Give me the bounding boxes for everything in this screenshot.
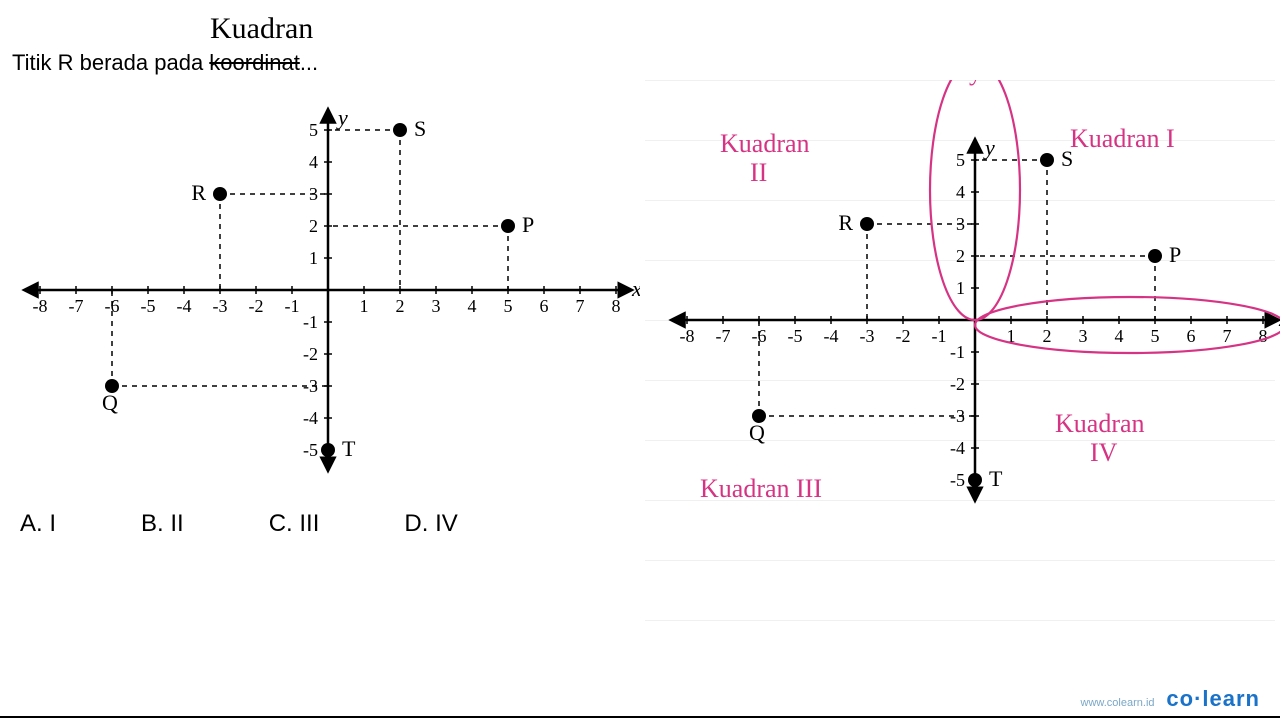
left-graph-svg: xy-8-7-6-5-4-3-2-11234567812345-1-2-3-4-… — [0, 70, 640, 510]
svg-text:1: 1 — [309, 248, 318, 268]
svg-text:6: 6 — [540, 296, 549, 316]
option-d[interactable]: D. IV — [404, 510, 457, 538]
svg-text:Q: Q — [102, 390, 118, 415]
svg-text:-5: -5 — [141, 296, 156, 316]
svg-text:8: 8 — [1259, 326, 1268, 346]
svg-text:3: 3 — [1079, 326, 1088, 346]
svg-text:-2: -2 — [896, 326, 911, 346]
svg-text:-4: -4 — [824, 326, 839, 346]
svg-text:x: x — [631, 276, 640, 301]
svg-text:-2: -2 — [249, 296, 264, 316]
option-a-value: I — [49, 510, 56, 537]
svg-text:1: 1 — [360, 296, 369, 316]
option-b[interactable]: B. II — [141, 510, 184, 538]
svg-text:4: 4 — [468, 296, 477, 316]
svg-text:-8: -8 — [33, 296, 48, 316]
svg-text:-2: -2 — [303, 344, 318, 364]
svg-text:-1: -1 — [285, 296, 300, 316]
footer: www.colearn.id co·learn — [1081, 686, 1260, 712]
answer-options: A. I B. II C. III D. IV — [20, 510, 458, 538]
option-b-value: II — [170, 510, 183, 537]
footer-url: www.colearn.id — [1081, 697, 1155, 709]
svg-text:-1: -1 — [932, 326, 947, 346]
svg-text:-4: -4 — [303, 408, 318, 428]
option-a[interactable]: A. I — [20, 510, 56, 538]
svg-text:5: 5 — [309, 120, 318, 140]
left-graph: xy-8-7-6-5-4-3-2-11234567812345-1-2-3-4-… — [0, 70, 640, 510]
svg-text:4: 4 — [1115, 326, 1124, 346]
option-d-value: IV — [435, 510, 458, 537]
svg-text:2: 2 — [396, 296, 405, 316]
correction-text: Kuadran — [210, 12, 313, 46]
svg-text:6: 6 — [1187, 326, 1196, 346]
svg-text:3: 3 — [432, 296, 441, 316]
svg-text:2: 2 — [309, 216, 318, 236]
page-container: Kuadran Titik R berada pada koordinat...… — [0, 0, 1280, 720]
svg-text:P: P — [1169, 242, 1181, 267]
svg-text:2: 2 — [956, 246, 965, 266]
svg-text:-5: -5 — [303, 440, 318, 460]
svg-text:2: 2 — [1043, 326, 1052, 346]
svg-text:4: 4 — [309, 152, 318, 172]
svg-text:-5: -5 — [950, 470, 965, 490]
svg-text:4: 4 — [956, 182, 965, 202]
annot-q1: Kuadran I — [1070, 125, 1175, 154]
svg-text:5: 5 — [1151, 326, 1160, 346]
svg-text:-2: -2 — [950, 374, 965, 394]
svg-text:y: y — [969, 80, 982, 86]
bottom-border — [0, 716, 1280, 718]
annot-q4-l2: IV — [1090, 438, 1117, 467]
right-panel: xy-8-7-6-5-4-3-2-11234567812345-1-2-3-4-… — [640, 80, 1280, 680]
option-c-value: III — [299, 510, 319, 537]
svg-text:S: S — [414, 116, 426, 141]
svg-text:T: T — [342, 436, 356, 461]
annot-q2: Kuadran II — [720, 130, 810, 187]
annot-q4-l1: Kuadran — [1055, 409, 1145, 438]
annot-q2-l2: II — [750, 158, 767, 187]
svg-text:-8: -8 — [680, 326, 695, 346]
svg-text:y: y — [336, 105, 348, 130]
svg-text:-1: -1 — [303, 312, 318, 332]
svg-text:-3: -3 — [860, 326, 875, 346]
svg-text:5: 5 — [504, 296, 513, 316]
option-c[interactable]: C. III — [269, 510, 320, 538]
svg-text:-5: -5 — [788, 326, 803, 346]
svg-text:T: T — [989, 466, 1003, 491]
svg-text:-4: -4 — [177, 296, 192, 316]
svg-text:5: 5 — [956, 150, 965, 170]
svg-text:-4: -4 — [950, 438, 965, 458]
svg-text:P: P — [522, 212, 534, 237]
annot-q3: Kuadran III — [700, 475, 822, 504]
svg-text:8: 8 — [612, 296, 621, 316]
svg-text:7: 7 — [1223, 326, 1232, 346]
svg-text:R: R — [191, 180, 206, 205]
svg-text:-1: -1 — [950, 342, 965, 362]
svg-text:-7: -7 — [716, 326, 731, 346]
footer-brand: co·learn — [1166, 686, 1260, 711]
annot-q4: Kuadran IV — [1055, 410, 1145, 467]
svg-text:Q: Q — [749, 420, 765, 445]
svg-text:1: 1 — [956, 278, 965, 298]
svg-text:7: 7 — [576, 296, 585, 316]
svg-text:-3: -3 — [213, 296, 228, 316]
svg-text:R: R — [838, 210, 853, 235]
svg-text:-7: -7 — [69, 296, 84, 316]
svg-text:y: y — [983, 135, 995, 160]
annot-q2-l1: Kuadran — [720, 129, 810, 158]
